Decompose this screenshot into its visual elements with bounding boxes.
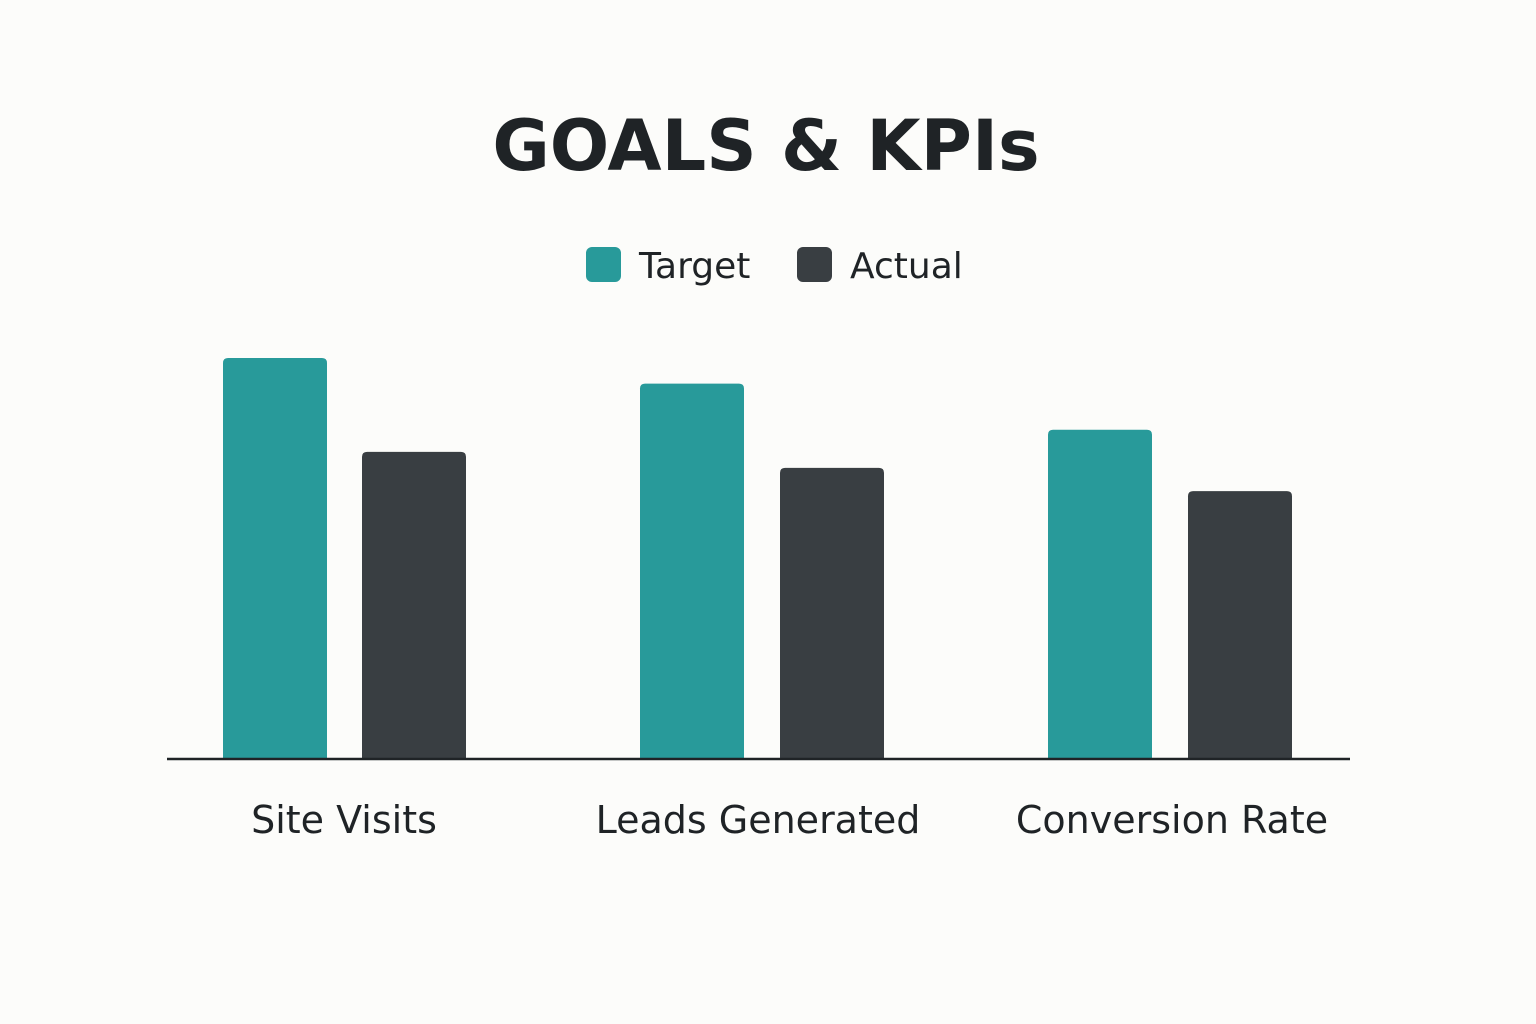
legend-item-actual: Actual (797, 246, 963, 287)
legend-item-target: Target (586, 246, 750, 287)
category-labels: Site Visits Leads Generated Conversion R… (251, 798, 1328, 842)
bar-actual-site-visits (362, 451, 466, 759)
bars (223, 358, 1292, 759)
category-label-conversion-rate: Conversion Rate (1016, 798, 1328, 842)
category-label-site-visits: Site Visits (251, 798, 437, 842)
bar-target-leads-generated (640, 383, 744, 759)
legend-label-actual: Actual (850, 246, 963, 287)
legend-swatch-target (586, 247, 621, 282)
bar-actual-conversion-rate (1188, 491, 1292, 759)
legend-label-target: Target (638, 246, 750, 287)
chart-title: GOALS & KPIs (492, 105, 1039, 187)
bar-actual-leads-generated (780, 467, 884, 759)
category-label-leads-generated: Leads Generated (596, 798, 921, 842)
bar-target-conversion-rate (1048, 429, 1152, 759)
legend: Target Actual (586, 246, 963, 287)
legend-swatch-actual (797, 247, 832, 282)
bar-target-site-visits (223, 358, 327, 759)
